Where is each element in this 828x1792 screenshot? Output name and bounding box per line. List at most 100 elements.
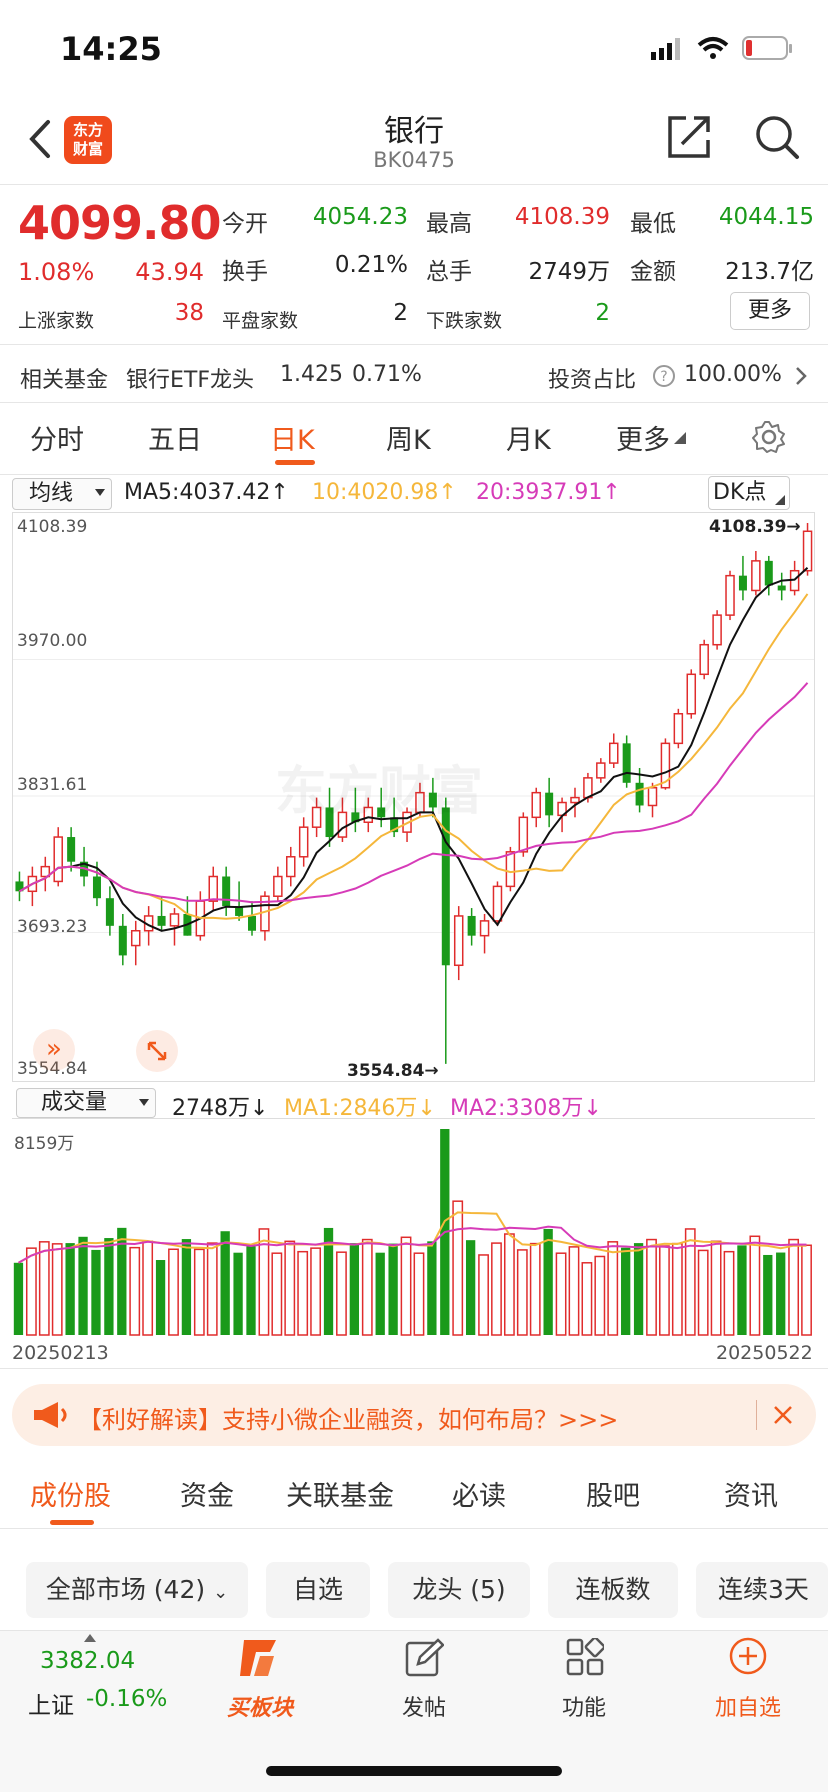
candle-body <box>686 673 697 715</box>
tab-intraday[interactable]: 分时 <box>30 425 84 456</box>
logo-text-2: 财富 <box>72 140 103 158</box>
price-axis-3: 3831.61 <box>17 775 88 795</box>
candle-body <box>40 865 51 878</box>
volume-bar <box>65 1243 75 1335</box>
volume-bar <box>91 1249 101 1335</box>
add-watchlist-label[interactable]: 加自选 <box>714 1696 781 1721</box>
candle-body <box>286 856 296 878</box>
indicator-selector[interactable]: 成交量 <box>16 1088 156 1118</box>
ma20-value: 20:3937.91 <box>476 480 603 505</box>
vol-ma1-down-arrow-icon: ↓ <box>417 1096 436 1121</box>
tab-funds-flow[interactable]: 资金 <box>180 1481 234 1512</box>
candle-body <box>273 875 283 897</box>
tab-constituents[interactable]: 成份股 <box>30 1481 111 1512</box>
post-icon[interactable] <box>404 1638 444 1678</box>
volume-bar <box>104 1238 114 1335</box>
date-end: 20250522 <box>716 1342 813 1364</box>
wifi-icon <box>697 37 729 59</box>
active-tab-indicator <box>275 460 315 465</box>
up-count: 38 <box>174 300 204 326</box>
index-pct[interactable]: -0.16% <box>86 1686 168 1712</box>
investment-ratio-label: 投资占比 <box>548 368 637 393</box>
news-banner[interactable]: 【利好解读】支持小微企业融资，如何布局？>>> <box>12 1384 816 1446</box>
volume-bar <box>220 1231 230 1335</box>
fullscreen-icon[interactable] <box>135 1029 179 1073</box>
volume-bar <box>671 1242 683 1336</box>
chip-consecutive-limit[interactable]: 连板数 <box>548 1562 678 1618</box>
volume-bar <box>465 1240 476 1335</box>
volume-bar <box>206 1242 218 1336</box>
candle-body <box>802 530 813 572</box>
tab-must-read[interactable]: 必读 <box>452 1481 506 1512</box>
volume-bar <box>258 1228 270 1336</box>
expand-sidebar-icon[interactable]: » <box>33 1029 75 1071</box>
chevron-down-icon: ⌄ <box>213 1582 229 1603</box>
volume-bar <box>297 1250 309 1336</box>
ma-selector-label: 均线 <box>29 481 74 506</box>
chevron-right-icon[interactable] <box>794 366 808 386</box>
add-watchlist-icon[interactable] <box>728 1636 768 1676</box>
chip-leaders[interactable]: 龙头 (5) <box>388 1562 530 1618</box>
volume-bar <box>555 1252 567 1336</box>
index-name[interactable]: 上证 <box>28 1693 74 1719</box>
candle-body <box>363 806 374 824</box>
candle-body <box>635 782 644 806</box>
tab-weekly-k[interactable]: 周K <box>386 425 431 456</box>
down-count: 2 <box>595 300 610 326</box>
banner-divider <box>756 1400 757 1430</box>
last-price: 4099.80 <box>18 196 222 250</box>
volume-bar <box>776 1252 786 1335</box>
volume-bar <box>594 1255 606 1336</box>
dropdown-arrow-icon <box>139 1099 149 1106</box>
help-icon[interactable]: ? <box>652 364 676 388</box>
tab-daily-k[interactable]: 日K <box>270 425 315 456</box>
post-label[interactable]: 发帖 <box>401 1696 446 1721</box>
ma5-legend: MA5:4037.42↑ <box>124 480 289 505</box>
volume-bar <box>25 1247 37 1336</box>
ma-selector[interactable]: 均线 <box>12 478 112 510</box>
fund-price: 1.425 <box>280 362 343 387</box>
tab-monthly-k[interactable]: 月K <box>506 425 551 456</box>
low-marker: 3554.84→ <box>347 1061 439 1081</box>
close-icon[interactable] <box>772 1404 794 1426</box>
candle-body <box>764 560 773 586</box>
kline-chart[interactable]: 4108.39 3970.00 3831.61 3693.23 3554.84 … <box>12 512 815 1082</box>
grid-function-icon[interactable] <box>566 1638 604 1676</box>
settings-icon[interactable] <box>752 420 786 454</box>
tab-news[interactable]: 资讯 <box>724 1481 778 1512</box>
volume-bar <box>310 1247 322 1336</box>
more-quote-button[interactable]: 更多 <box>730 292 810 330</box>
tab-five-day[interactable]: 五日 <box>148 425 202 456</box>
buy-sector-label[interactable]: 买板块 <box>226 1696 293 1721</box>
chip-all-market[interactable]: 全部市场 (42) ⌄ <box>26 1562 248 1618</box>
low-label: 最低 <box>630 211 676 237</box>
chip-watchlist[interactable]: 自选 <box>266 1562 370 1618</box>
dk-point-toggle[interactable]: DK点 <box>708 476 790 510</box>
volume-chart[interactable]: 8159万 <box>12 1118 815 1336</box>
candle-body <box>311 806 322 828</box>
fund-pct: 0.71% <box>352 362 422 387</box>
function-label[interactable]: 功能 <box>561 1696 606 1721</box>
index-value[interactable]: 3382.04 <box>40 1648 136 1674</box>
chip-three-days[interactable]: 连续3天 <box>696 1562 828 1618</box>
ma20-line <box>19 682 809 904</box>
ma20-legend: 20:3937.91↑ <box>476 480 621 505</box>
page-header: 东方 财富 银行 BK0475 <box>0 96 828 184</box>
buy-sector-icon[interactable] <box>236 1636 284 1680</box>
share-icon[interactable] <box>666 114 712 160</box>
change-value: 43.94 <box>135 258 204 286</box>
tab-forum[interactable]: 股吧 <box>586 1481 640 1512</box>
candle-body <box>248 915 257 931</box>
volume-bar <box>516 1249 528 1336</box>
tab-related-funds[interactable]: 关联基金 <box>286 1481 394 1512</box>
search-icon[interactable] <box>754 114 800 160</box>
flat-count: 2 <box>393 300 408 326</box>
volume-bar <box>503 1233 515 1336</box>
price-axis-2: 3970.00 <box>17 631 88 651</box>
ma20-up-arrow-icon: ↑ <box>602 480 621 505</box>
back-icon[interactable] <box>26 118 52 160</box>
fund-name[interactable]: 银行ETF龙头 <box>126 368 254 393</box>
volume-bar <box>581 1262 593 1336</box>
volume-bar <box>763 1254 773 1335</box>
tab-more[interactable]: 更多 <box>616 425 670 456</box>
